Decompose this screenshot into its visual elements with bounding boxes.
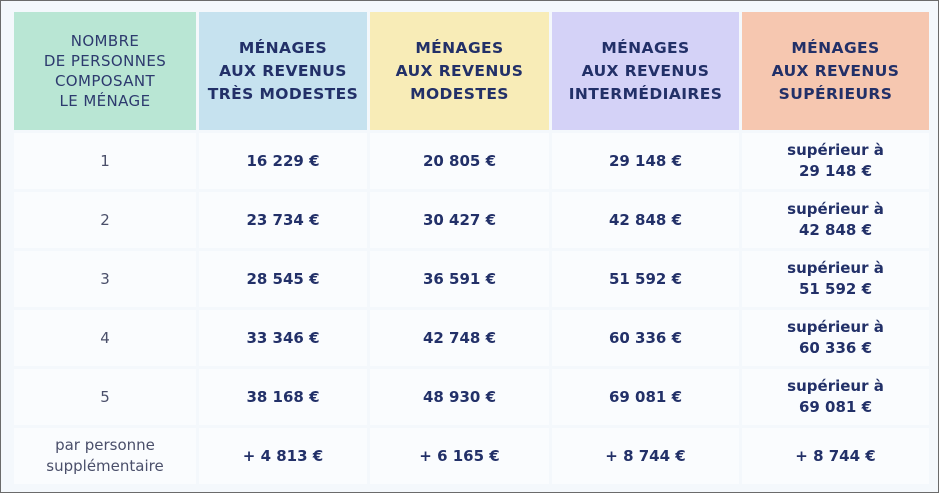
modestes-cell: 42 748 €	[370, 310, 549, 366]
header-intermediaires: MÉNAGES AUX REVENUS INTERMÉDIAIRES	[552, 12, 739, 130]
table-row: 4 33 346 € 42 748 € 60 336 € supérieur à…	[14, 310, 929, 366]
superieurs-cell: supérieur à 51 592 €	[742, 251, 929, 307]
superieurs-cell: supérieur à 29 148 €	[742, 133, 929, 189]
tres-modestes-cell: + 4 813 €	[199, 428, 367, 484]
tres-modestes-cell: 23 734 €	[199, 192, 367, 248]
household-size-cell: 5	[14, 369, 196, 425]
modestes-cell: + 6 165 €	[370, 428, 549, 484]
header-superieurs: MÉNAGES AUX REVENUS SUPÉRIEURS	[742, 12, 929, 130]
modestes-cell: 20 805 €	[370, 133, 549, 189]
header-tres-modestes: MÉNAGES AUX REVENUS TRÈS MODESTES	[199, 12, 367, 130]
modestes-cell: 36 591 €	[370, 251, 549, 307]
table-row-additional-person: par personne supplémentaire + 4 813 € + …	[14, 428, 929, 484]
modestes-cell: 48 930 €	[370, 369, 549, 425]
table-row: 1 16 229 € 20 805 € 29 148 € supérieur à…	[14, 133, 929, 189]
household-size-cell: 4	[14, 310, 196, 366]
household-size-cell: 3	[14, 251, 196, 307]
intermediaires-cell: 60 336 €	[552, 310, 739, 366]
superieurs-cell: supérieur à 42 848 €	[742, 192, 929, 248]
tres-modestes-cell: 28 545 €	[199, 251, 367, 307]
tres-modestes-cell: 33 346 €	[199, 310, 367, 366]
table-row: 3 28 545 € 36 591 € 51 592 € supérieur à…	[14, 251, 929, 307]
table-row: 2 23 734 € 30 427 € 42 848 € supérieur à…	[14, 192, 929, 248]
intermediaires-cell: 51 592 €	[552, 251, 739, 307]
intermediaires-cell: 69 081 €	[552, 369, 739, 425]
intermediaires-cell: 42 848 €	[552, 192, 739, 248]
tres-modestes-cell: 16 229 €	[199, 133, 367, 189]
modestes-cell: 30 427 €	[370, 192, 549, 248]
table-header-row: NOMBRE DE PERSONNES COMPOSANT LE MÉNAGE …	[14, 12, 929, 130]
household-size-cell: 2	[14, 192, 196, 248]
header-household-size: NOMBRE DE PERSONNES COMPOSANT LE MÉNAGE	[14, 12, 196, 130]
income-ceiling-table: NOMBRE DE PERSONNES COMPOSANT LE MÉNAGE …	[11, 9, 932, 487]
intermediaires-cell: + 8 744 €	[552, 428, 739, 484]
superieurs-cell: supérieur à 69 081 €	[742, 369, 929, 425]
table-row: 5 38 168 € 48 930 € 69 081 € supérieur à…	[14, 369, 929, 425]
header-modestes: MÉNAGES AUX REVENUS MODESTES	[370, 12, 549, 130]
household-size-cell: 1	[14, 133, 196, 189]
superieurs-cell: + 8 744 €	[742, 428, 929, 484]
superieurs-cell: supérieur à 60 336 €	[742, 310, 929, 366]
household-size-cell: par personne supplémentaire	[14, 428, 196, 484]
tres-modestes-cell: 38 168 €	[199, 369, 367, 425]
intermediaires-cell: 29 148 €	[552, 133, 739, 189]
